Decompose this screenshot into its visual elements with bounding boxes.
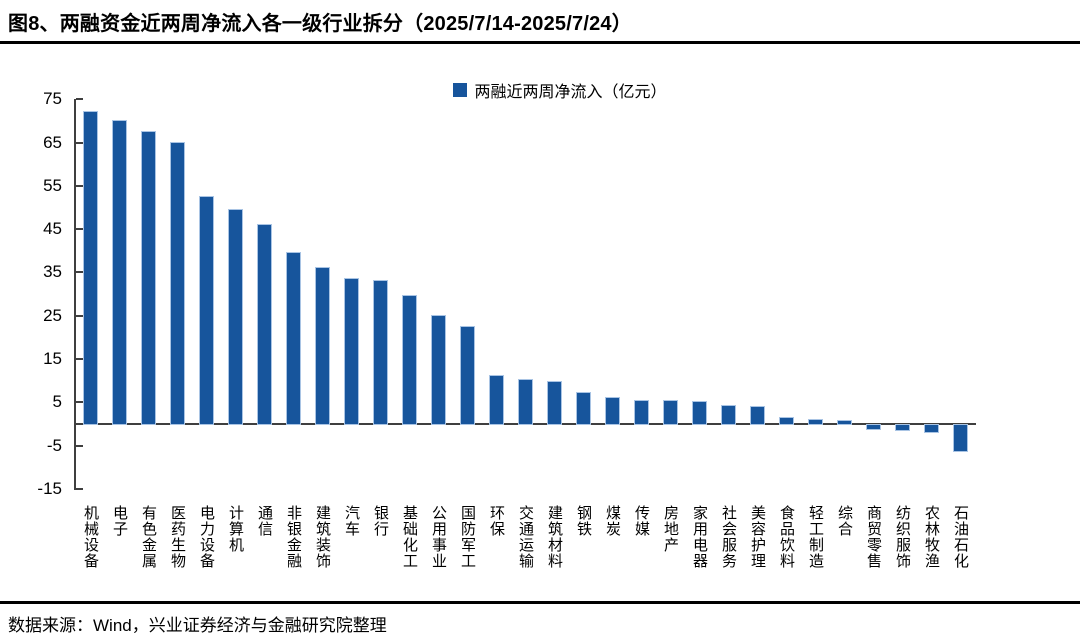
bar — [489, 376, 503, 424]
bar — [808, 419, 822, 424]
y-tick — [76, 358, 83, 361]
y-tick-label: 55 — [43, 175, 62, 195]
x-category-label: 电子 — [111, 505, 128, 537]
data-source: 数据来源：Wind，兴业证券经济与金融研究院整理 — [8, 616, 387, 635]
bar — [605, 398, 619, 424]
x-category-label: 传媒 — [633, 505, 650, 537]
figure-title: 图8、两融资金近两周净流入各一级行业拆分（2025/7/14-2025/7/24… — [8, 13, 632, 35]
x-category-label: 房地产 — [662, 505, 679, 553]
x-category-label: 农林牧渔 — [923, 505, 940, 569]
bar — [634, 400, 648, 424]
legend-swatch — [453, 83, 468, 97]
legend-label: 两融近两周净流入（亿元） — [474, 84, 667, 101]
bar — [373, 281, 387, 424]
bar — [83, 112, 97, 424]
y-tick — [76, 314, 83, 317]
bar — [228, 209, 242, 424]
y-tick-label: 5 — [52, 392, 62, 412]
x-category-label: 医药生物 — [169, 505, 186, 569]
y-tick-label: -5 — [46, 435, 62, 455]
x-category-label: 环保 — [488, 505, 505, 537]
y-tick-label: -15 — [37, 478, 62, 498]
x-category-label: 计算机 — [227, 505, 244, 553]
y-tick-label: 35 — [43, 262, 62, 282]
footer-divider — [0, 601, 1080, 604]
bar — [431, 315, 445, 424]
y-tick-label: 25 — [43, 305, 62, 325]
bar — [721, 405, 735, 424]
bar — [547, 381, 561, 424]
bar — [837, 420, 851, 424]
x-category-label: 石油石化 — [952, 505, 969, 569]
y-tick — [76, 487, 83, 490]
y-tick — [76, 271, 83, 274]
bar — [576, 392, 590, 424]
chart-legend: 两融近两周净流入（亿元） — [0, 78, 1080, 102]
x-category-label: 煤炭 — [604, 505, 621, 537]
bar — [402, 296, 416, 424]
x-category-label: 基础化工 — [401, 505, 418, 569]
x-category-label: 纺织服饰 — [894, 505, 911, 569]
title-divider — [0, 41, 1080, 44]
bar — [779, 417, 793, 424]
y-tick — [76, 401, 83, 404]
bar — [663, 401, 677, 424]
bar — [924, 425, 938, 433]
x-category-label: 美容护理 — [749, 505, 766, 569]
y-tick-label: 75 — [43, 89, 62, 109]
bar — [170, 142, 184, 424]
y-tick — [76, 141, 83, 144]
y-tick — [76, 184, 83, 187]
x-category-label: 家用电器 — [691, 505, 708, 569]
bar — [257, 224, 271, 424]
y-tick-label: 45 — [43, 219, 62, 239]
bar — [518, 379, 532, 424]
bar — [141, 131, 155, 424]
bar — [866, 425, 880, 430]
bar — [199, 196, 213, 424]
x-category-label: 交通运输 — [517, 505, 534, 569]
x-category-label: 公用事业 — [430, 505, 447, 569]
x-category-label: 汽车 — [343, 505, 360, 537]
bar — [112, 120, 126, 424]
x-category-label: 综合 — [836, 505, 853, 537]
x-category-label: 钢铁 — [575, 505, 592, 537]
x-category-label: 电力设备 — [198, 505, 215, 569]
bar — [692, 401, 706, 424]
x-category-label: 机械设备 — [82, 505, 99, 569]
x-category-label: 国防军工 — [459, 505, 476, 569]
x-category-label: 食品饮料 — [778, 505, 795, 569]
x-category-label: 社会服务 — [720, 505, 737, 569]
x-category-label: 建筑装饰 — [314, 505, 331, 569]
bar — [895, 425, 909, 430]
y-axis-line — [74, 99, 76, 490]
y-tick — [76, 444, 83, 447]
bar — [460, 327, 474, 424]
x-category-label: 非银金融 — [285, 505, 302, 569]
bar — [344, 278, 358, 424]
bar — [953, 425, 967, 451]
y-tick-label: 65 — [43, 132, 62, 152]
bar — [750, 406, 764, 424]
bar — [315, 268, 329, 424]
x-axis-baseline — [74, 423, 976, 425]
y-tick — [76, 228, 83, 231]
y-tick-label: 15 — [43, 349, 62, 369]
x-category-label: 轻工制造 — [807, 505, 824, 569]
x-category-label: 有色金属 — [140, 505, 157, 569]
x-category-label: 建筑材料 — [546, 505, 563, 569]
x-category-label: 银行 — [372, 505, 389, 537]
bar — [286, 252, 300, 424]
x-category-label: 通信 — [256, 505, 273, 537]
x-category-label: 商贸零售 — [865, 505, 882, 569]
y-tick — [76, 98, 83, 101]
